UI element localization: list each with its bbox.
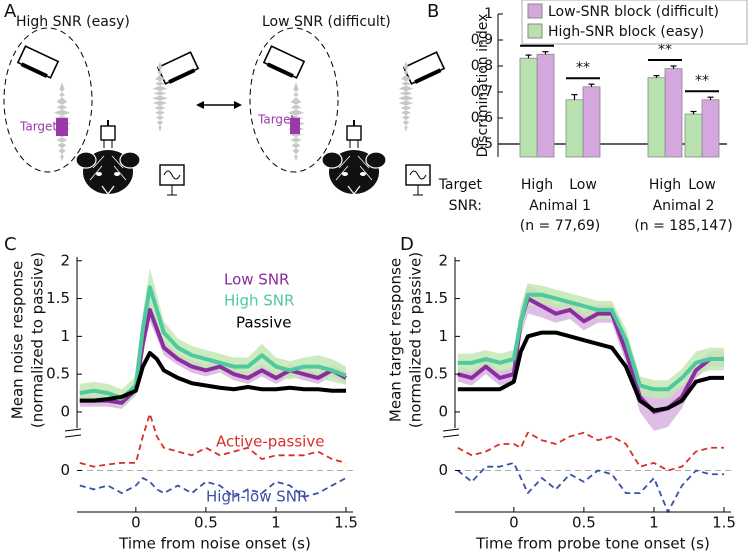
y-tick-label: 1 xyxy=(484,6,493,22)
y-tick-label: 0.5 xyxy=(46,365,70,383)
target-tone xyxy=(56,118,68,136)
significance-label: ** xyxy=(695,73,709,89)
y-tick-label: 0.7 xyxy=(471,84,493,100)
x-axis-label: SNR: xyxy=(449,198,482,214)
series-line xyxy=(457,330,724,413)
mouse xyxy=(321,119,387,195)
x-axis-label: Time from noise onset (s) xyxy=(118,535,311,553)
y-tick-label: 0 xyxy=(438,402,448,420)
y-tick-label: 2 xyxy=(60,251,70,269)
y-axis-label: Discrimination index xyxy=(475,14,491,158)
speaker xyxy=(15,44,61,80)
legend-label: Low SNR xyxy=(224,271,289,289)
legend-label: Passive xyxy=(236,314,291,332)
y-tick-label: 2 xyxy=(438,251,448,269)
y2-tick-label: 0 xyxy=(60,461,70,479)
axis-break xyxy=(442,428,460,438)
x-tick-label: High xyxy=(649,177,681,193)
y-tick-label: 0.5 xyxy=(471,136,493,152)
series-line xyxy=(79,307,347,405)
bar xyxy=(647,77,666,158)
x-tick-label: 0 xyxy=(131,514,141,532)
bar xyxy=(565,99,584,158)
scene-low-snr: Target xyxy=(249,27,447,196)
y-tick-label: 0.5 xyxy=(424,365,448,383)
scene-title: Low SNR (difficult) xyxy=(262,14,391,30)
target-tone xyxy=(290,118,300,134)
y-axis-label: (normalized to passive) xyxy=(407,252,425,428)
bar xyxy=(519,57,538,158)
bar xyxy=(701,99,720,158)
x-axis-label: Time from probe tone onset (s) xyxy=(475,535,710,553)
legend-label: High-SNR block (easy) xyxy=(548,24,704,40)
scene-high-snr: Target xyxy=(3,27,201,196)
y-tick-label: 1 xyxy=(438,327,448,345)
y-tick-label: 1 xyxy=(60,327,70,345)
group-note: (n = 77,69) xyxy=(520,218,601,234)
x-tick-label: 1 xyxy=(271,514,281,532)
legend-label: Low-SNR block (difficult) xyxy=(548,4,719,20)
legend-label: High-low SNR xyxy=(206,488,307,506)
y-axis-label: Mean target response xyxy=(387,258,405,422)
x-tick-label: 1 xyxy=(649,514,659,532)
legend-label: High SNR xyxy=(224,292,294,310)
bar xyxy=(582,86,601,158)
mouse xyxy=(75,119,141,195)
series-line xyxy=(79,285,347,401)
legend-swatch xyxy=(527,23,543,39)
y-tick-label: 0 xyxy=(60,402,70,420)
series-line xyxy=(457,296,724,414)
panel-letter: A xyxy=(4,1,17,22)
bar xyxy=(664,68,683,158)
y-axis-label: Mean noise response xyxy=(9,261,27,419)
series-line xyxy=(457,431,724,472)
bar xyxy=(684,113,703,158)
x-tick-label: 0 xyxy=(509,514,519,532)
x-tick-label: 0.5 xyxy=(572,514,596,532)
group-note: (n = 185,147) xyxy=(634,218,732,234)
series-line xyxy=(457,292,724,392)
amplifier xyxy=(159,164,185,196)
series-line xyxy=(79,412,347,468)
x-tick-label: Low xyxy=(569,177,597,193)
y2-tick-label: 0 xyxy=(438,461,448,479)
group-label: Animal 2 xyxy=(653,198,715,214)
y-tick-label: 1.5 xyxy=(46,289,70,307)
y-tick-label: 0.6 xyxy=(471,110,493,126)
target-label: Target xyxy=(19,120,57,134)
y-tick-label: 0.8 xyxy=(471,58,493,74)
legend-swatch xyxy=(527,3,543,19)
x-tick-label: 0.5 xyxy=(194,514,218,532)
attention-ellipse xyxy=(3,27,93,173)
scene-title: High SNR (easy) xyxy=(16,14,130,30)
attention-ellipse xyxy=(249,27,339,173)
y-axis-label: (normalized to passive) xyxy=(29,252,47,428)
series-line xyxy=(457,461,724,513)
series-line xyxy=(79,350,346,403)
significance-label: ** xyxy=(576,60,590,76)
axis-break xyxy=(64,428,82,438)
switch-arrow xyxy=(196,101,242,109)
x-axis-label: Target xyxy=(438,177,483,193)
bar xyxy=(536,53,555,158)
x-tick-label: High xyxy=(521,177,553,193)
x-tick-label: Low xyxy=(688,177,716,193)
x-tick-label: 1.5 xyxy=(712,514,736,532)
legend-label: Active-passive xyxy=(216,433,324,451)
amplifier xyxy=(405,164,431,196)
speaker xyxy=(261,44,307,80)
y-tick-label: 0.9 xyxy=(471,32,493,48)
group-label: Animal 1 xyxy=(529,198,591,214)
panel-letter: B xyxy=(427,1,439,22)
target-label: Target xyxy=(257,113,295,127)
x-tick-label: 1.5 xyxy=(334,514,358,532)
series-line xyxy=(79,477,347,498)
legend-box xyxy=(521,0,748,45)
y-tick-label: 1.5 xyxy=(424,289,448,307)
significance-label: ** xyxy=(658,42,672,58)
panel-letter: C xyxy=(4,234,17,255)
panel-letter: D xyxy=(400,234,414,255)
